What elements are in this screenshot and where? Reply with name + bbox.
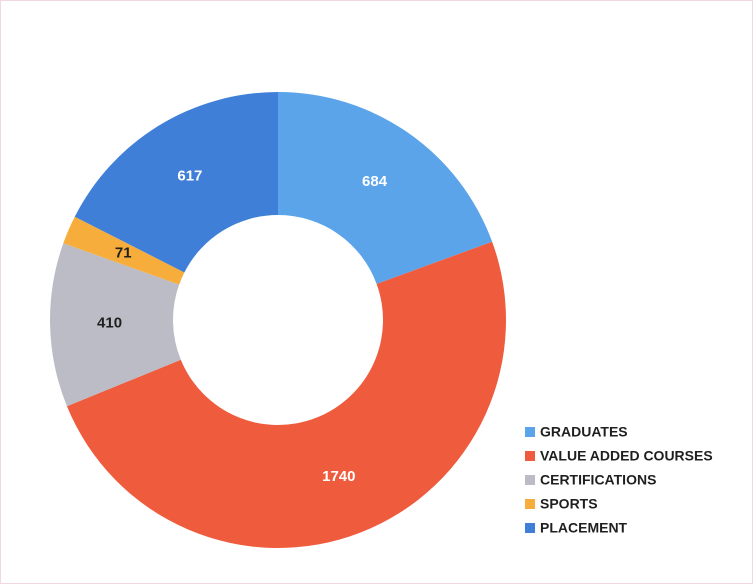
legend-swatch bbox=[525, 499, 535, 509]
slice-label: 71 bbox=[115, 244, 132, 261]
legend-text: CERTIFICATIONS bbox=[540, 472, 656, 488]
slice bbox=[278, 92, 493, 284]
legend-text: VALUE ADDED COURSES bbox=[540, 448, 713, 464]
legend-text: PLACEMENT bbox=[540, 520, 628, 536]
legend-swatch bbox=[525, 427, 535, 437]
legend-swatch bbox=[525, 523, 535, 533]
legend-text: SPORTS bbox=[540, 496, 598, 512]
legend-text: GRADUATES bbox=[540, 424, 628, 440]
slice bbox=[50, 243, 181, 407]
legend-swatch bbox=[525, 475, 535, 485]
slice-label: 617 bbox=[177, 167, 202, 184]
slice-label: 410 bbox=[97, 315, 122, 332]
legend-swatch bbox=[525, 451, 535, 461]
slice bbox=[74, 92, 278, 273]
slice-label: 1740 bbox=[322, 468, 355, 485]
slice bbox=[63, 216, 185, 285]
slice bbox=[66, 241, 506, 548]
slice-label: 684 bbox=[362, 173, 388, 190]
